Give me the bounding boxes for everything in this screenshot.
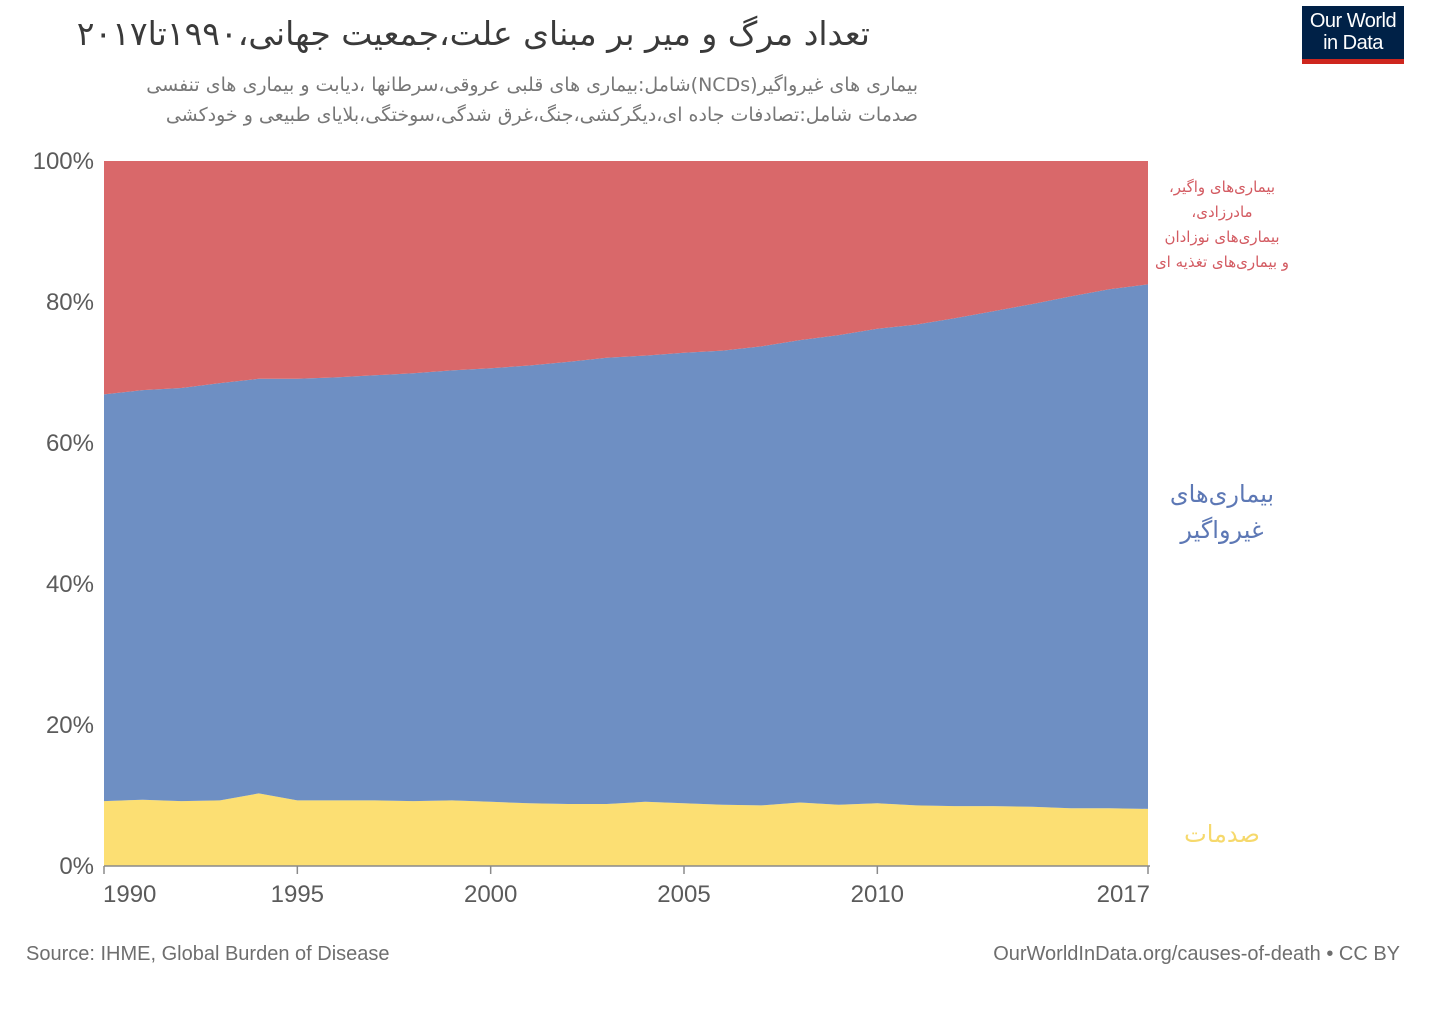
series-label-injuries[interactable]: صدمات [1184,820,1260,848]
chart-title: تعداد مرگ و میر بر مبنای علت،جمعیت جهانی… [76,14,870,53]
x-tick-label: 2010 [851,881,904,908]
x-tick-label: 2000 [464,881,517,908]
series-label-ncds[interactable]: غیرواگیر [1179,516,1263,544]
area-series-1[interactable] [104,793,1148,866]
y-tick-label: 80% [46,289,94,316]
series-label-communicable[interactable]: مادرزادی، [1191,203,1252,221]
x-tick-label: 2005 [657,881,710,908]
x-tick-label: 1990 [103,881,156,908]
series-label-communicable[interactable]: بیماری‌های نوزادان [1164,228,1279,246]
subtitle-injuries: صدمات شامل:تصادفات جاده ای،دیگرکشی،جنگ،غ… [165,104,918,126]
y-tick-label: 40% [46,571,94,598]
x-tick-label: 1995 [271,881,324,908]
owid-logo[interactable]: Our World in Data [1302,6,1404,64]
series-label-communicable[interactable]: و بیماری‌های تغذیه ای [1155,253,1289,271]
series-label-communicable[interactable]: بیماری‌های واگیر، [1169,178,1275,196]
y-tick-label: 60% [46,430,94,457]
area-series-3[interactable] [104,161,1148,395]
area-series-2[interactable] [104,284,1148,809]
x-tick-label: 2017 [1097,881,1150,908]
logo-line-1: Our World [1309,10,1397,32]
source-note[interactable]: Source: IHME, Global Burden of Disease [26,943,390,965]
y-tick-label: 100% [33,148,94,175]
subtitle-ncds: بیماری های غیرواگیر(NCDs)شامل:بیماری های… [146,74,918,96]
series-label-ncds[interactable]: بیماری‌های [1170,480,1274,508]
credit-link[interactable]: OurWorldInData.org/causes-of-death • CC … [993,943,1400,965]
logo-line-2: in Data [1323,32,1383,54]
y-tick-label: 0% [59,853,94,880]
y-tick-label: 20% [46,712,94,739]
